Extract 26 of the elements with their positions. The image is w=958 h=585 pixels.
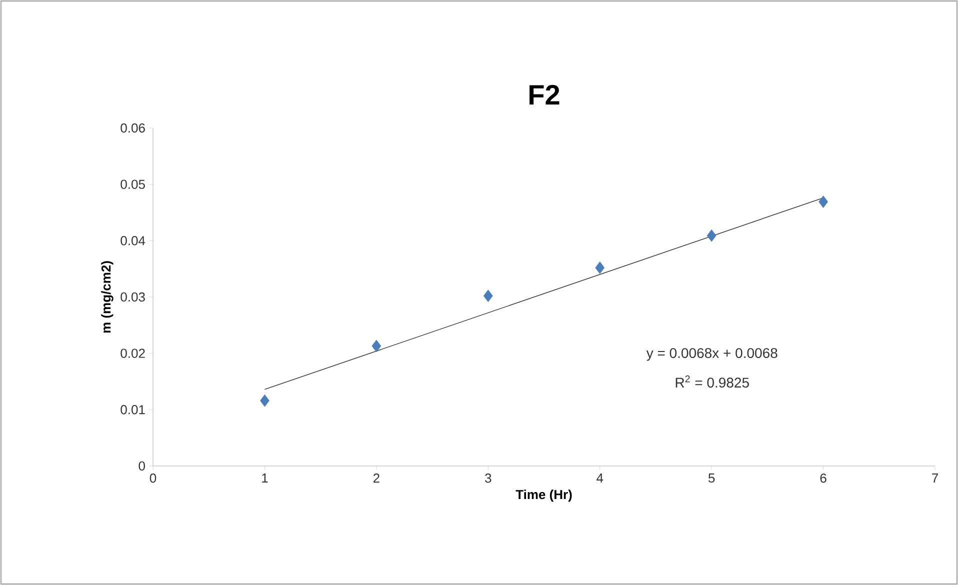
x-axis-title: Time (Hr) xyxy=(516,490,572,502)
y-tick-label: 0.05 xyxy=(120,180,145,189)
x-tick-label: 3 xyxy=(485,474,492,483)
x-tick-label: 4 xyxy=(596,474,604,482)
point xyxy=(483,290,493,302)
x-tick-label: 5 xyxy=(708,474,715,483)
x-tick-label: 7 xyxy=(932,474,938,482)
y-tick-label: 0.01 xyxy=(120,405,145,414)
annotation: y = 0.0068x + 0.0068 xyxy=(646,348,778,361)
point xyxy=(818,196,828,208)
x-tick-label: 0 xyxy=(150,474,156,483)
x-tick-label: 2 xyxy=(373,474,380,483)
point xyxy=(595,261,605,274)
y-tick-label: 0.03 xyxy=(120,292,145,302)
y-tick-label: 0 xyxy=(138,461,145,471)
point xyxy=(260,394,270,407)
y-tick-label: 0.06 xyxy=(120,123,145,133)
y-axis-title: m (mg/cm2) xyxy=(101,261,114,333)
y-tick-label: 0.04 xyxy=(120,236,146,246)
chart-title: F2 xyxy=(530,84,560,104)
x-tick-label: 1 xyxy=(262,474,268,482)
x-tick-label: 6 xyxy=(820,474,826,483)
y-tick-label: 0.02 xyxy=(120,348,145,358)
annotation: R$^{2}$ = 0.9825 xyxy=(676,375,749,388)
point xyxy=(706,229,716,242)
point xyxy=(372,340,382,352)
